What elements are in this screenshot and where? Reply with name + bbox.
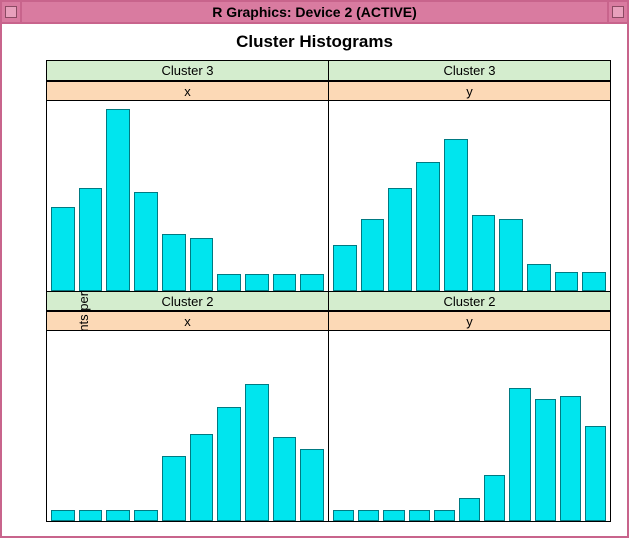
bar xyxy=(409,510,430,521)
bar xyxy=(162,456,186,521)
bar xyxy=(444,139,468,291)
histogram xyxy=(329,331,610,521)
r-graphics-window: R Graphics: Device 2 (ACTIVE) Cluster Hi… xyxy=(0,0,629,538)
histogram xyxy=(47,101,328,291)
bar xyxy=(582,272,606,291)
trellis-grid: Cluster 3xCluster 3yCluster 2xCluster 2y xyxy=(46,60,611,522)
bar xyxy=(79,510,103,521)
bar xyxy=(245,384,269,521)
bar xyxy=(333,245,357,291)
bar xyxy=(79,188,103,291)
panel: Cluster 2y xyxy=(329,291,610,521)
bar xyxy=(527,264,551,291)
bar xyxy=(190,434,214,521)
bar xyxy=(560,396,581,521)
bar xyxy=(358,510,379,521)
plot-title: Cluster Histograms xyxy=(12,32,617,52)
bar xyxy=(273,274,297,291)
strip-variable: y xyxy=(329,81,610,101)
histogram xyxy=(329,101,610,291)
bar xyxy=(190,238,214,291)
strip-cluster: Cluster 2 xyxy=(329,291,610,311)
histogram xyxy=(47,331,328,521)
bar xyxy=(555,272,579,291)
bar xyxy=(472,215,496,291)
bar xyxy=(509,388,530,521)
strip-cluster: Cluster 3 xyxy=(47,61,328,81)
bar xyxy=(217,407,241,521)
panel-row: Cluster 2xCluster 2y xyxy=(47,291,610,521)
bar xyxy=(134,510,158,521)
bar xyxy=(106,510,130,521)
window-titlebar[interactable]: R Graphics: Device 2 (ACTIVE) xyxy=(2,2,627,24)
bar xyxy=(51,207,75,291)
bar xyxy=(416,162,440,291)
panel: Cluster 3y xyxy=(329,61,610,291)
bar xyxy=(162,234,186,291)
bar xyxy=(383,510,404,521)
bar xyxy=(300,274,324,291)
bar xyxy=(300,449,324,521)
titlebar-menu-button[interactable] xyxy=(2,2,22,22)
bar xyxy=(434,510,455,521)
plot-area: Cluster Histograms Counts per bin by var… xyxy=(2,24,627,536)
strip-cluster: Cluster 3 xyxy=(329,61,610,81)
panel: Cluster 3x xyxy=(47,61,329,291)
strip-variable: y xyxy=(329,311,610,331)
bar xyxy=(459,498,480,521)
bar xyxy=(333,510,354,521)
bar xyxy=(499,219,523,291)
bar xyxy=(51,510,75,521)
bar xyxy=(134,192,158,291)
bar xyxy=(273,437,297,521)
strip-variable: x xyxy=(47,81,328,101)
bar xyxy=(361,219,385,291)
bar xyxy=(217,274,241,291)
bar xyxy=(535,399,556,521)
bar xyxy=(245,274,269,291)
window-title: R Graphics: Device 2 (ACTIVE) xyxy=(22,4,607,20)
bar xyxy=(585,426,606,521)
bar xyxy=(484,475,505,521)
bar xyxy=(106,109,130,291)
titlebar-close-button[interactable] xyxy=(607,2,627,22)
panel-row: Cluster 3xCluster 3y xyxy=(47,61,610,291)
bar xyxy=(388,188,412,291)
